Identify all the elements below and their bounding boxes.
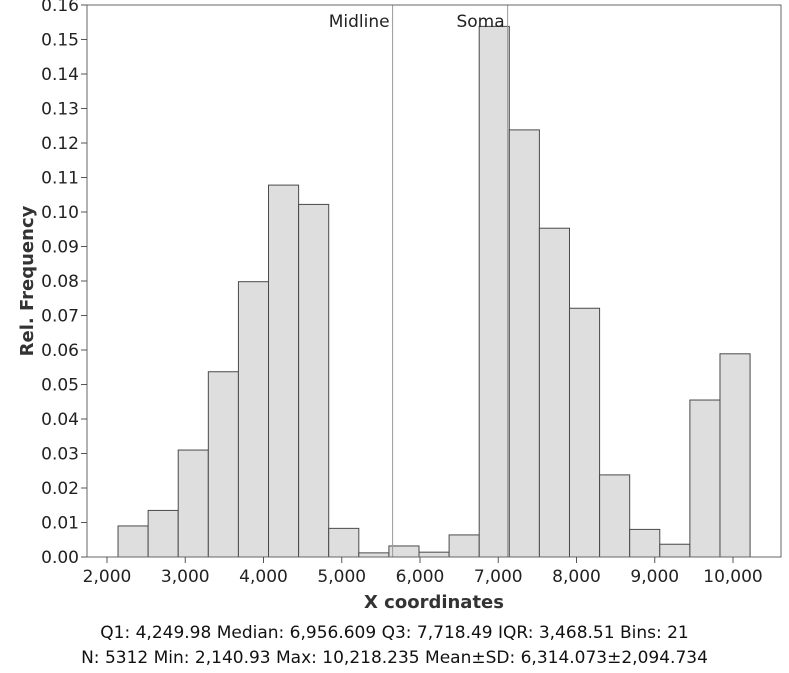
y-tick-label: 0.12 [41, 134, 79, 154]
x-tick-label: 6,000 [396, 567, 445, 587]
histogram-bar-19 [659, 543, 691, 558]
histogram-bar-11 [418, 551, 450, 558]
histogram-bar-2 [147, 509, 179, 558]
histogram-bar-3 [177, 449, 209, 558]
histogram-bar-17 [599, 474, 631, 558]
y-axis: 0.00 0.01 0.02 0.03 0.04 0.05 0.06 0.07 0.08 0.09… [41, 0, 87, 568]
x-tick-label: 3,000 [161, 567, 210, 587]
y-tick-label: 0.13 [41, 100, 79, 120]
reference-lines: Midline Soma [329, 5, 509, 557]
x-tick-label: 5,000 [317, 567, 366, 587]
y-tick-label: 0.08 [41, 272, 79, 292]
histogram-chart: Midline Soma 2,000 3,000 4,000 5,000 6,000 7,0… [17, 0, 782, 613]
histogram-bar-10 [388, 545, 420, 558]
histogram-bar-15 [538, 227, 570, 558]
y-tick-label: 0.05 [41, 376, 79, 396]
histogram-bar-12 [448, 534, 480, 558]
histogram-bars [117, 25, 751, 558]
histogram-bar-6 [268, 184, 300, 558]
x-tick-label: 2,000 [83, 567, 132, 587]
y-tick-label: 0.11 [41, 169, 79, 189]
y-tick-label: 0.14 [41, 65, 79, 85]
x-tick-label: 10,000 [703, 567, 762, 587]
histogram-bar-1 [117, 525, 149, 558]
x-axis: 2,000 3,000 4,000 5,000 6,000 7,000 8,000 9,000… [83, 557, 763, 587]
histogram-bar-20 [689, 399, 721, 558]
y-tick-label: 0.06 [41, 341, 79, 361]
histogram-bar-16 [568, 307, 601, 558]
x-tick-label: 9,000 [630, 567, 679, 587]
y-tick-label: 0.16 [41, 0, 79, 16]
reference-label-soma: Soma [456, 12, 504, 32]
y-tick-label: 0.00 [41, 548, 79, 568]
histogram-bar-14 [508, 129, 540, 558]
histogram-bar-9 [358, 552, 390, 558]
x-tick-label: 7,000 [474, 567, 523, 587]
y-tick-label: 0.01 [41, 514, 79, 534]
histogram-bar-21 [719, 353, 751, 558]
y-tick-label: 0.10 [41, 203, 79, 223]
histogram-bar-18 [629, 528, 661, 558]
x-axis-title: X coordinates [364, 592, 504, 613]
y-tick-label: 0.15 [41, 31, 79, 51]
y-tick-label: 0.03 [41, 445, 79, 465]
histogram-bar-4 [207, 371, 239, 558]
histogram-bar-7 [298, 203, 330, 558]
y-tick-label: 0.09 [41, 238, 79, 258]
y-tick-label: 0.07 [41, 307, 79, 327]
y-axis-title: Rel. Frequency [17, 205, 38, 356]
x-tick-label: 8,000 [552, 567, 601, 587]
stats-line-quartiles: Q1: 4,249.98 Median: 6,956.609 Q3: 7,718… [100, 623, 689, 643]
x-tick-label: 4,000 [239, 567, 288, 587]
stats-line-summary: N: 5312 Min: 2,140.93 Max: 10,218.235 Me… [81, 648, 708, 668]
y-tick-label: 0.02 [41, 479, 79, 499]
reference-label-midline: Midline [329, 12, 390, 32]
histogram-bar-5 [237, 281, 270, 558]
histogram-bar-13 [478, 25, 510, 558]
y-tick-label: 0.04 [41, 410, 79, 430]
histogram-bar-8 [328, 527, 360, 558]
